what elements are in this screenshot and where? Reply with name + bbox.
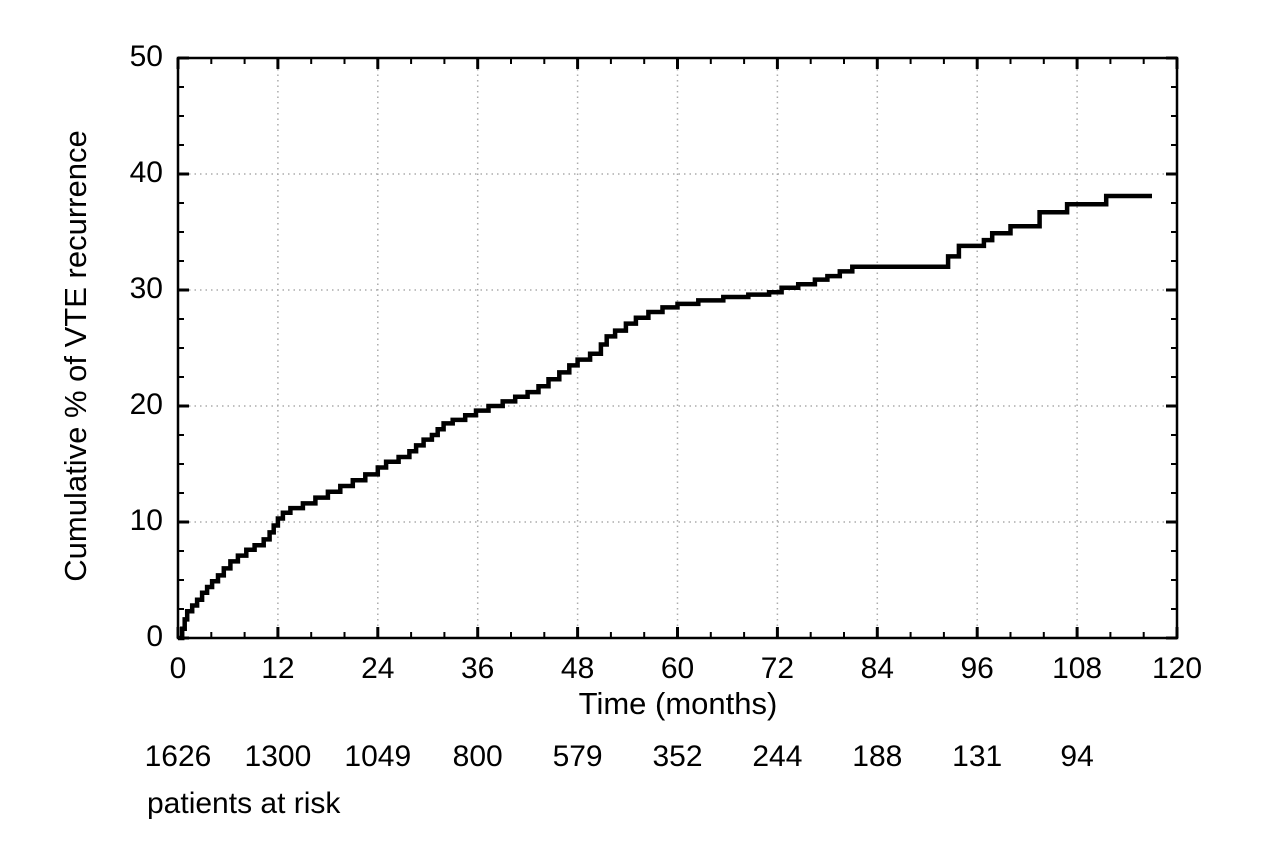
x-axis-title: Time (months) — [578, 686, 778, 721]
x-tick-label: 84 — [860, 652, 894, 685]
patients-at-risk-count: 1300 — [244, 740, 312, 773]
patients-at-risk-count: 579 — [552, 740, 603, 773]
x-tick-label: 0 — [169, 652, 187, 685]
patients-at-risk-count: 244 — [752, 740, 803, 773]
patients-at-risk-count: 1626 — [144, 740, 212, 773]
vte-recurrence-curve — [178, 193, 1152, 641]
x-tick-label: 24 — [361, 652, 395, 685]
patients-at-risk-label: patients at risk — [147, 787, 341, 820]
x-tick-label: 120 — [1151, 652, 1203, 685]
x-tick-label: 96 — [960, 652, 994, 685]
patients-at-risk-count: 800 — [452, 740, 503, 773]
x-tick-label: 36 — [461, 652, 495, 685]
y-tick-label: 30 — [129, 272, 163, 305]
y-axis-title: Cumulative % of VTE recurrence — [58, 130, 93, 582]
x-tick-label: 60 — [660, 652, 695, 685]
y-tick-label: 40 — [129, 156, 163, 189]
y-tick-label: 0 — [146, 620, 163, 653]
y-tick-label: 50 — [129, 40, 163, 73]
patients-at-risk-count: 131 — [952, 740, 1003, 773]
x-tick-label: 48 — [560, 652, 595, 685]
patients-at-risk-count: 1049 — [344, 740, 412, 773]
patients-at-risk-count: 188 — [852, 740, 903, 773]
y-tick-label: 20 — [129, 388, 163, 421]
y-tick-label: 10 — [129, 504, 163, 537]
plot-box — [176, 56, 1179, 640]
x-tick-label: 72 — [760, 652, 795, 685]
patients-at-risk-count: 94 — [1060, 740, 1094, 773]
x-tick-label: 12 — [261, 652, 295, 685]
patients-at-risk-count: 352 — [652, 740, 703, 773]
x-tick-label: 108 — [1052, 652, 1103, 685]
